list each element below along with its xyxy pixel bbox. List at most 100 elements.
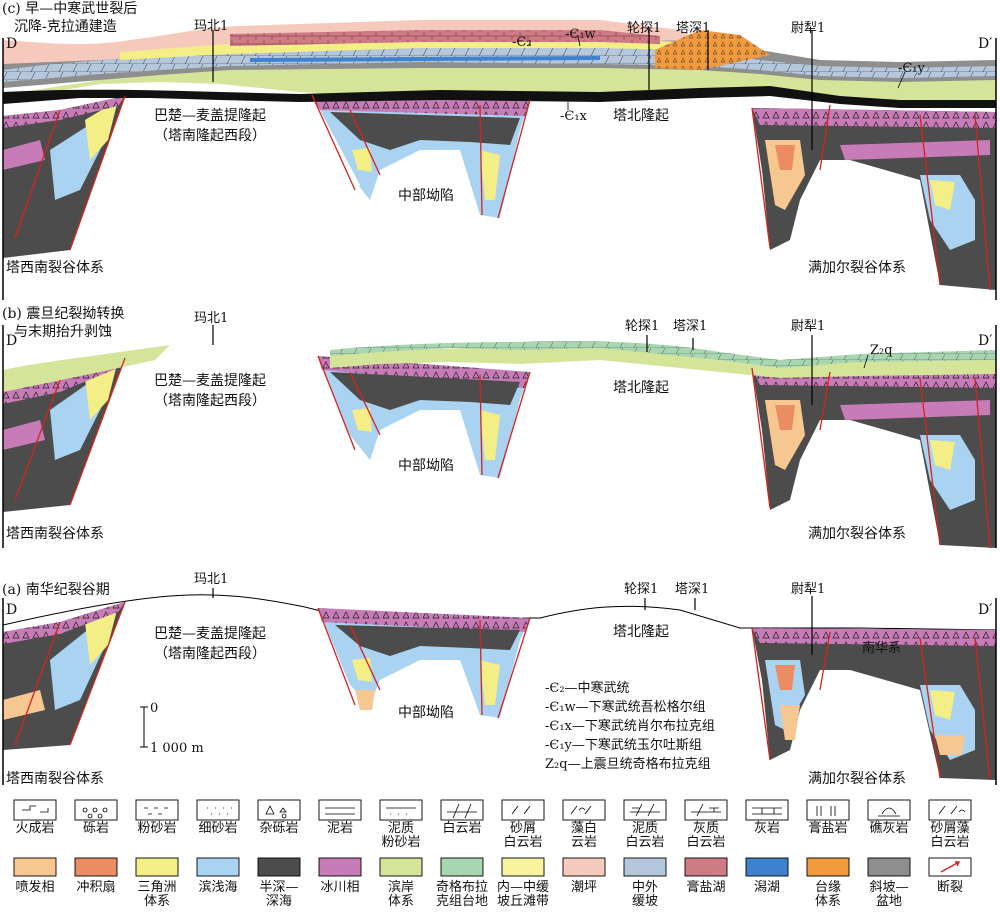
algaldol-pattern-icon xyxy=(570,805,592,815)
facies-swatch xyxy=(623,857,667,877)
facies-swatch xyxy=(501,857,545,877)
lithology-legend-item: 细砂岩 xyxy=(196,799,240,836)
lithology-legend-label: 白云岩 xyxy=(503,834,542,850)
well-label: 尉犁1 xyxy=(791,319,825,334)
panel-c-cambrian xyxy=(2,20,997,300)
wells-c xyxy=(212,30,813,150)
well-label: 玛北1 xyxy=(194,19,228,34)
lithology-legend-label: 粉砂岩 xyxy=(381,835,420,850)
panel-c-left-end: D xyxy=(6,36,17,52)
conglomerate-pattern-icon xyxy=(82,807,108,819)
facies-swatch xyxy=(196,857,240,877)
well-label: 玛北1 xyxy=(194,572,228,587)
facies-legend-item: 冰川相 xyxy=(318,857,362,895)
facies-swatch xyxy=(867,857,911,877)
facies-swatch xyxy=(562,857,606,877)
uplift-label: 巴楚—麦盖提隆起 xyxy=(154,108,266,124)
facies-legend-label: 冰川相 xyxy=(320,880,359,895)
faults-c xyxy=(14,94,991,291)
lithology-legend-label: 砂屑 xyxy=(510,821,536,836)
abbreviation-item: -Є₁w—下寒武统吾松格尔组 xyxy=(545,699,706,715)
wells-a xyxy=(212,588,813,655)
well-label: 轮探1 xyxy=(625,319,659,334)
well-label: 塔深1 xyxy=(675,582,709,597)
facies-legend-label: 坡丘滩带 xyxy=(497,894,549,909)
facies-swatch xyxy=(684,857,728,877)
panel-b-title-1: (b) 震旦纪裂拗转换 xyxy=(2,305,124,322)
lithology-legend-label: 云岩 xyxy=(571,835,597,850)
lithology-legend-item: 白云岩 xyxy=(440,799,484,836)
left-rift-c xyxy=(3,96,125,258)
facies-swatch xyxy=(74,857,118,877)
abbreviation-item: -Є₁y—下寒武统玉尔吐斯组 xyxy=(545,737,702,753)
lithology-swatch xyxy=(196,799,240,821)
uplift-sublabel: （塔南隆起西段） xyxy=(154,393,266,409)
mudsilt-pattern-icon xyxy=(386,807,416,815)
panel-b-sinian xyxy=(2,325,997,549)
well-label: 尉犁1 xyxy=(791,582,825,597)
lithology-swatch xyxy=(135,799,179,821)
uplift-label: 巴楚—麦盖提隆起 xyxy=(154,626,266,642)
lithology-legend-label: 灰质 xyxy=(693,821,719,836)
central-depression-a xyxy=(318,608,530,718)
lithology-legend-label: 泥岩 xyxy=(327,821,353,836)
limestone-pattern-icon xyxy=(752,807,782,815)
left-rift-label: 塔西南裂谷体系 xyxy=(6,771,104,787)
panel-b-labels: (b) 震旦纪裂拗转换 与末期抬升剥蚀 D D′ 玛北1 轮探1 塔深1 尉犁1… xyxy=(2,305,992,542)
panel-c-right-end: D′ xyxy=(978,36,992,52)
lithology-legend-item: 火成岩 xyxy=(13,799,57,836)
well-label: 塔深1 xyxy=(673,319,707,334)
lithology-swatch xyxy=(501,799,545,821)
panel-b-left-end: D xyxy=(6,333,17,349)
facies-legend-label: 台缘 xyxy=(815,880,841,895)
lithology-legend-label: 白云岩 xyxy=(442,820,481,836)
facies-swatch xyxy=(745,857,789,877)
facies-legend-item: 冲积扇 xyxy=(74,857,118,895)
facies-legend-label: 中外 xyxy=(632,880,658,895)
facies-swatch xyxy=(135,857,179,877)
facies-legend-label: 半深— xyxy=(259,880,298,895)
mudstone-pattern-icon xyxy=(325,807,355,815)
unit-label: -Є₁x xyxy=(560,109,588,124)
facies-legend-item: 潮坪 xyxy=(562,857,606,895)
scale-bottom: 1 000 m xyxy=(150,741,204,756)
left-rift-a xyxy=(3,602,125,750)
lithology-legend-item: 膏盐岩 xyxy=(806,799,850,836)
abbreviation-list: -Є₂—中寒武统 -Є₁w—下寒武统吾松格尔组 -Є₁x—下寒武统肖尔布拉克组 … xyxy=(545,680,715,772)
lithology-swatch xyxy=(867,799,911,821)
limedol-pattern-icon xyxy=(691,803,721,817)
lithology-swatch xyxy=(13,799,57,821)
facies-legend-label: 潟湖 xyxy=(754,880,780,895)
panel-a-left-end: D xyxy=(6,602,17,618)
siltstone-pattern-icon xyxy=(144,807,168,815)
panel-c-labels: (c) 早—中寒武世裂后 沉降-克拉通建造 D D′ 玛北1 轮探1 塔深1 尉… xyxy=(2,0,992,276)
well-label: 塔深1 xyxy=(676,21,710,36)
facies-legend-item: 斜坡—盆地 xyxy=(867,857,911,909)
lithology-legend-label: 膏盐岩 xyxy=(808,820,847,836)
central-depression-label: 中部坳陷 xyxy=(398,458,454,474)
panel-a-right-end: D′ xyxy=(978,602,992,618)
scale-top: 0 xyxy=(150,701,158,716)
right-rift-label: 满加尔裂谷体系 xyxy=(808,771,906,787)
facies-legend-item: 膏盐湖 xyxy=(684,857,728,895)
lithology-swatch xyxy=(74,799,118,821)
dolomite-pattern-icon xyxy=(447,803,477,819)
lithology-swatch xyxy=(379,799,423,821)
lithology-legend-label: 砂屑藻 xyxy=(930,821,969,836)
panel-a-title-1: (a) 南华纪裂谷期 xyxy=(2,582,110,598)
mudddol-pattern-icon xyxy=(630,803,660,817)
lithology-legend-item: 粉砂岩 xyxy=(135,799,179,836)
gypsum-pattern-icon xyxy=(816,806,836,816)
facies-legend-label: 体系 xyxy=(388,894,414,909)
facies-legend-label: 冲积扇 xyxy=(76,879,115,895)
lithology-legend-label: 砾岩 xyxy=(83,821,109,836)
lithology-legend-label: 细砂岩 xyxy=(198,821,237,836)
